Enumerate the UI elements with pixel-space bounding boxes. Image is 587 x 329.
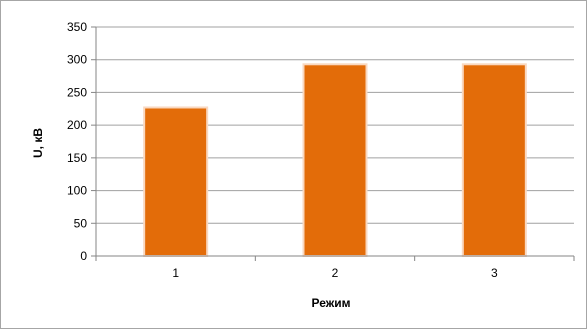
bar bbox=[302, 63, 368, 258]
y-tick-label: 150 bbox=[67, 151, 87, 165]
y-tick-labels: 0 50 100 150 200 250 300 350 bbox=[67, 20, 87, 263]
y-tick-label: 0 bbox=[80, 249, 87, 263]
axes bbox=[91, 26, 575, 261]
y-tick-label: 250 bbox=[67, 85, 87, 99]
y-tick-label: 200 bbox=[67, 118, 87, 132]
x-tick-labels: 1 2 3 bbox=[172, 266, 498, 280]
y-axis-title: U, кВ bbox=[31, 128, 45, 158]
bar bbox=[143, 106, 209, 257]
bar bbox=[461, 63, 527, 258]
y-tick-label: 100 bbox=[67, 184, 87, 198]
y-tick-label: 50 bbox=[74, 216, 88, 230]
x-axis-title: Режим bbox=[312, 296, 351, 310]
x-tick-label: 1 bbox=[172, 266, 179, 280]
y-tick-label: 300 bbox=[67, 53, 87, 67]
x-tick-label: 2 bbox=[332, 266, 339, 280]
bars bbox=[143, 63, 527, 258]
x-tick-label: 3 bbox=[491, 266, 498, 280]
y-tick-label: 350 bbox=[67, 20, 87, 34]
